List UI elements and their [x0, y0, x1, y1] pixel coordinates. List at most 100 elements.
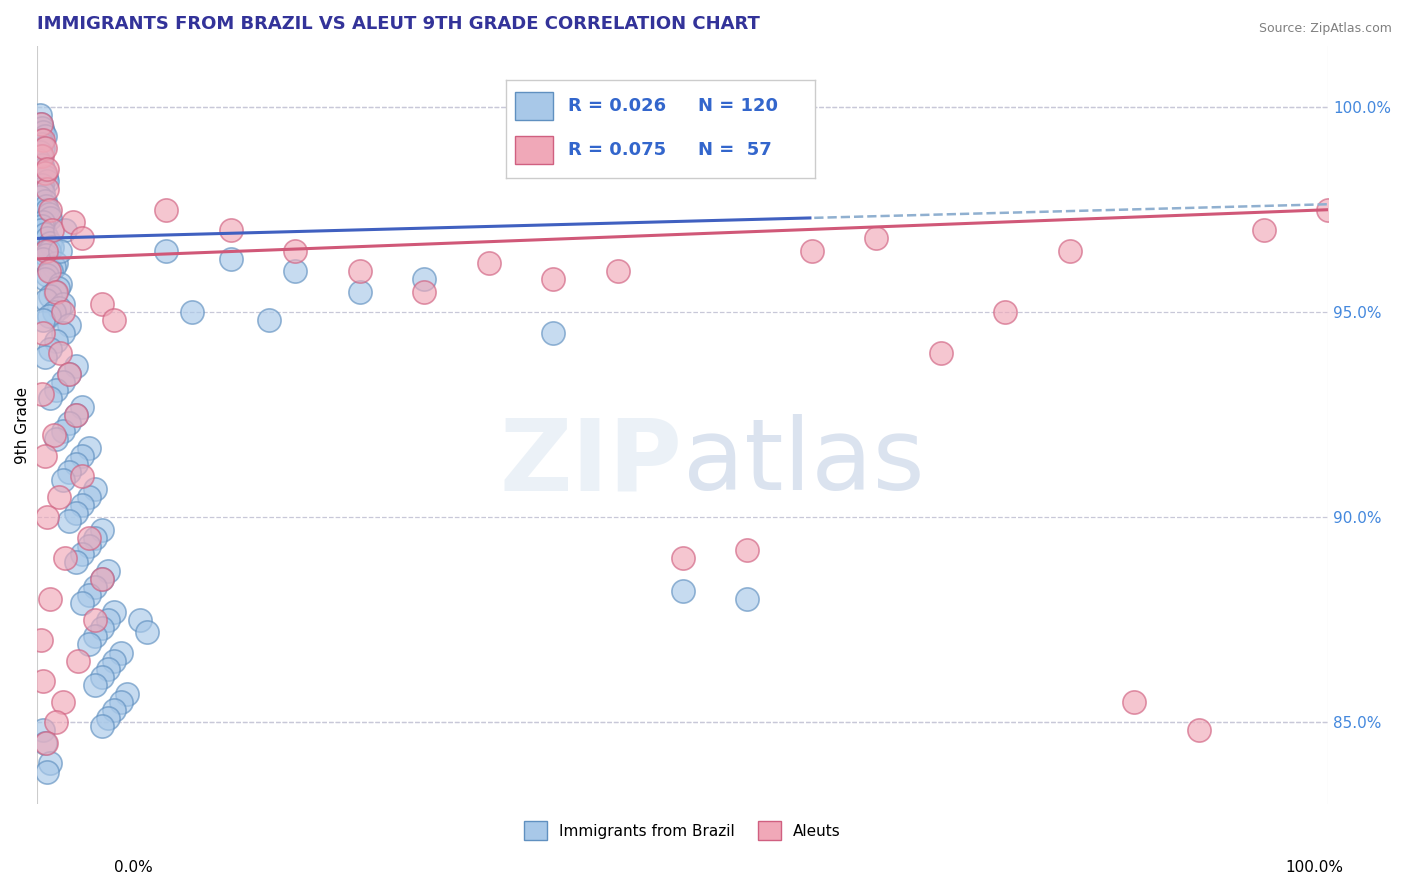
- Point: [90, 572, 112, 586]
- Point: [37, 268, 59, 283]
- Point: [62, 215, 84, 229]
- Point: [38, 244, 60, 258]
- Point: [32, 161, 55, 176]
- Point: [34, 351, 56, 365]
- Point: [65, 359, 87, 373]
- Point: [32, 215, 55, 229]
- Point: [52, 474, 75, 488]
- Point: [155, 202, 177, 217]
- Point: [41, 223, 63, 237]
- Point: [45, 256, 67, 270]
- Point: [32, 133, 55, 147]
- Point: [65, 408, 87, 422]
- Point: [259, 313, 281, 327]
- Point: [53, 223, 76, 237]
- Point: [37, 161, 59, 176]
- Point: [37, 174, 59, 188]
- Point: [97, 613, 120, 627]
- Point: [77, 588, 100, 602]
- Point: [478, 256, 501, 270]
- Point: [45, 334, 67, 348]
- Point: [1188, 723, 1211, 738]
- Point: [44, 285, 66, 299]
- Point: [49, 244, 72, 258]
- Point: [1317, 202, 1340, 217]
- Point: [607, 264, 630, 278]
- Point: [103, 654, 125, 668]
- Point: [30, 149, 52, 163]
- Point: [37, 231, 59, 245]
- Text: N =  57: N = 57: [697, 141, 772, 159]
- Point: [38, 264, 60, 278]
- Text: atlas: atlas: [682, 415, 924, 511]
- Point: [34, 272, 56, 286]
- Point: [32, 125, 55, 139]
- Point: [31, 158, 53, 172]
- Point: [42, 428, 65, 442]
- Point: [219, 252, 242, 266]
- Point: [30, 223, 52, 237]
- Point: [671, 551, 693, 566]
- Point: [27, 153, 49, 168]
- Point: [34, 141, 56, 155]
- Point: [84, 629, 107, 643]
- Point: [58, 367, 80, 381]
- Point: [219, 223, 242, 237]
- Point: [30, 133, 52, 147]
- Point: [65, 457, 87, 471]
- Point: [65, 408, 87, 422]
- Point: [28, 190, 51, 204]
- Point: [84, 613, 107, 627]
- Point: [37, 182, 59, 196]
- Point: [30, 633, 52, 648]
- Point: [84, 580, 107, 594]
- Point: [77, 441, 100, 455]
- Text: 100.0%: 100.0%: [1285, 861, 1344, 875]
- Text: 0.0%: 0.0%: [114, 861, 153, 875]
- Point: [77, 531, 100, 545]
- Point: [31, 120, 53, 135]
- Point: [48, 301, 70, 315]
- Point: [70, 400, 93, 414]
- Point: [38, 235, 60, 250]
- Point: [58, 416, 80, 430]
- Point: [34, 166, 56, 180]
- Point: [35, 169, 58, 184]
- Point: [38, 756, 60, 771]
- Point: [97, 662, 120, 676]
- Point: [735, 592, 758, 607]
- Point: [84, 678, 107, 692]
- Point: [735, 543, 758, 558]
- Point: [34, 449, 56, 463]
- Point: [52, 297, 75, 311]
- Bar: [516, 92, 553, 120]
- Point: [31, 178, 53, 193]
- Point: [32, 186, 55, 201]
- Point: [65, 506, 87, 520]
- Point: [413, 285, 436, 299]
- Point: [49, 346, 72, 360]
- Point: [41, 239, 63, 253]
- Point: [103, 313, 125, 327]
- Point: [84, 531, 107, 545]
- Point: [45, 715, 67, 730]
- Point: [52, 326, 75, 340]
- Y-axis label: 9th Grade: 9th Grade: [15, 386, 30, 464]
- Point: [155, 244, 177, 258]
- Point: [117, 687, 139, 701]
- Point: [284, 244, 307, 258]
- Point: [90, 572, 112, 586]
- Point: [32, 141, 55, 155]
- Point: [97, 711, 120, 725]
- Point: [70, 231, 93, 245]
- Point: [38, 342, 60, 356]
- Point: [31, 219, 53, 233]
- Point: [49, 277, 72, 291]
- Point: [34, 736, 56, 750]
- Text: Source: ZipAtlas.com: Source: ZipAtlas.com: [1258, 22, 1392, 36]
- Point: [1059, 244, 1081, 258]
- Point: [52, 695, 75, 709]
- Point: [77, 539, 100, 553]
- Point: [32, 326, 55, 340]
- Point: [35, 244, 58, 258]
